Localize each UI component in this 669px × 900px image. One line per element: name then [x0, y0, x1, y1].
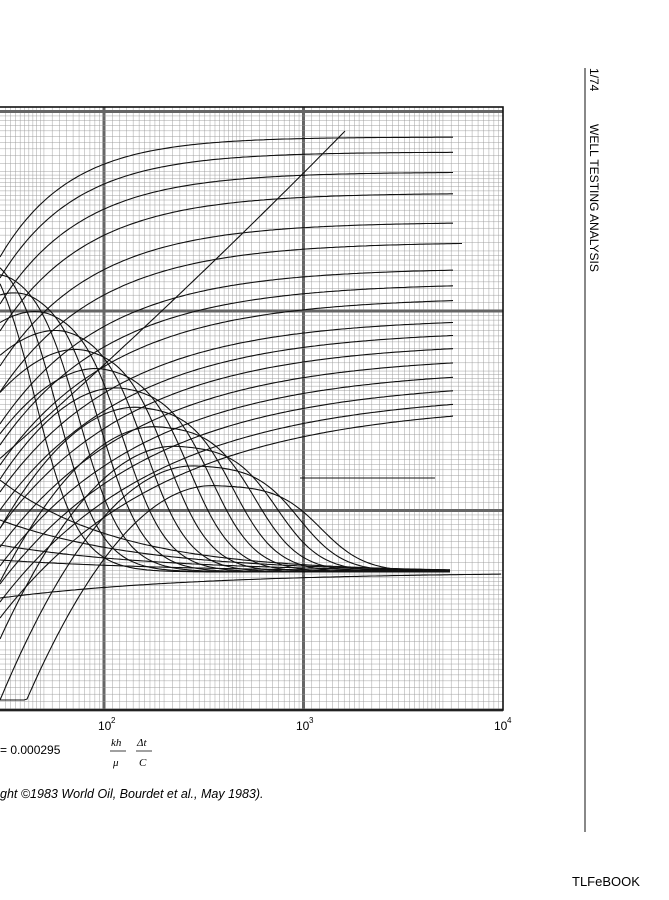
type-curve: [0, 390, 454, 585]
formula-num: Δt: [136, 737, 147, 749]
formula-lead: = 0.000295: [0, 743, 61, 757]
type-curve: [0, 348, 454, 529]
type-curve: [0, 285, 454, 446]
tick-exp: 3: [309, 716, 314, 725]
type-curve: [0, 136, 453, 258]
running-title: WELL TESTING ANALYSIS: [587, 124, 601, 272]
formula-den: C: [139, 757, 147, 769]
type-curve: [0, 193, 453, 332]
type-curve: [0, 321, 454, 493]
derivative-curve: [0, 267, 450, 573]
x-tick-label: 10 3: [296, 716, 314, 733]
type-curve: [0, 222, 453, 367]
tick-exp: 4: [507, 716, 512, 725]
type-curve: [0, 171, 453, 305]
type-curve: [0, 151, 453, 279]
formula: = 0.000295 kh μ Δt C: [0, 737, 152, 769]
plot-frame: [0, 106, 504, 711]
type-curve: [0, 334, 454, 511]
type-curve: [0, 376, 454, 567]
base-curve: [0, 573, 502, 599]
type-curve: [0, 300, 454, 466]
derivative-curve: [0, 465, 450, 701]
tick-base: 10: [296, 719, 310, 733]
grid: [0, 107, 503, 712]
tick-base: 10: [494, 719, 508, 733]
derivative-curve: [0, 329, 450, 573]
footer: TLFeBOOK: [572, 874, 640, 889]
base-curve: [0, 519, 450, 571]
x-tick-label: 10 2: [98, 716, 116, 733]
derivative-curve: [0, 485, 451, 701]
type-curve: [0, 242, 462, 393]
derivative-curve: [0, 406, 450, 573]
type-curve: [0, 269, 453, 425]
formula-num: kh: [111, 737, 122, 749]
type-curves: [0, 130, 502, 701]
tick-base: 10: [98, 719, 112, 733]
tick-exp: 2: [111, 716, 116, 725]
base-curve: [0, 559, 450, 572]
type-curve: [0, 362, 454, 548]
formula-den: μ: [112, 757, 119, 769]
caption: ght ©1983 World Oil, Bourdet et al., May…: [0, 787, 264, 801]
base-curve: [0, 544, 451, 571]
x-tick-label: 10 4: [494, 716, 512, 733]
derivative-curve: [0, 426, 450, 582]
page-number: 1/74: [587, 68, 601, 92]
unit-slope-line: [0, 130, 346, 459]
